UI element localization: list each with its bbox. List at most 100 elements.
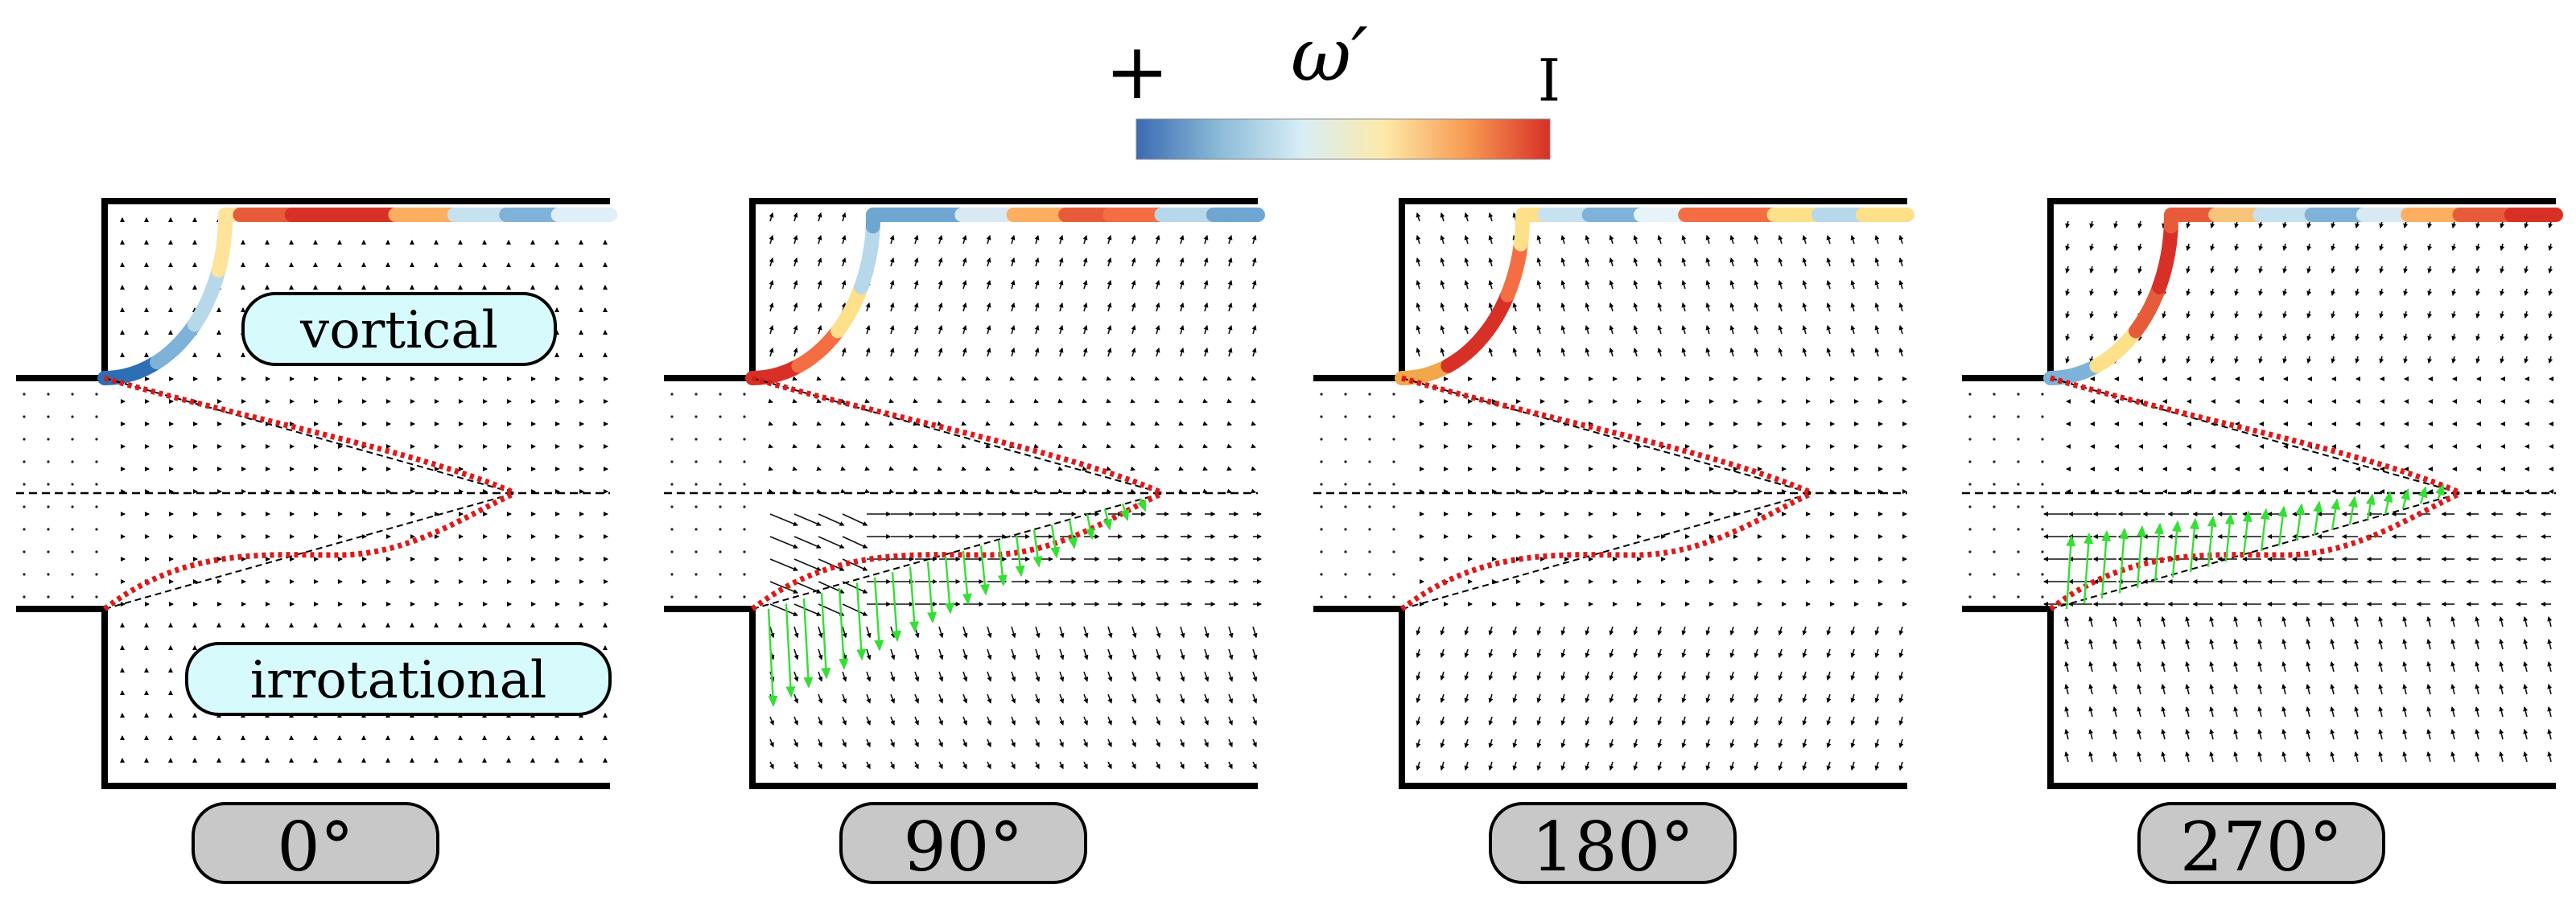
velocity-arrow	[1107, 693, 1113, 704]
velocity-arrow	[2257, 751, 2263, 763]
velocity-arrow	[962, 648, 968, 660]
velocity-arrow	[2161, 639, 2166, 650]
velocity-arrow	[987, 626, 992, 639]
velocity-arrow	[1536, 325, 1542, 335]
velocity-dot	[1320, 528, 1323, 531]
lower-red-streamline	[102, 490, 517, 611]
lower-red-streamline	[750, 490, 1164, 611]
velocity-arrow	[1802, 738, 1807, 748]
velocity-dot	[23, 438, 26, 441]
velocity-arrow	[2113, 243, 2119, 251]
velocity-arrow	[792, 466, 798, 471]
velocity-arrow	[1440, 212, 1445, 222]
velocity-arrow	[1131, 716, 1136, 726]
velocity-dot	[1392, 528, 1395, 531]
phase-label: 270°	[2180, 808, 2343, 886]
velocity-arrow	[1609, 280, 1614, 290]
phase-label: 90°	[904, 808, 1024, 886]
velocity-arrow	[986, 325, 991, 335]
velocity-dot	[1320, 460, 1323, 463]
velocity-arrow	[1178, 443, 1184, 449]
panel-3: 270°	[1962, 198, 2563, 886]
velocity-arrow	[1033, 421, 1039, 426]
velocity-arrow	[2523, 729, 2529, 740]
velocity-arrow	[1681, 348, 1687, 357]
velocity-arrow	[1156, 693, 1161, 704]
velocity-arrow	[1754, 626, 1759, 636]
velocity-arrow	[1204, 648, 1210, 660]
velocity-arrow	[987, 716, 991, 726]
velocity-arrow	[962, 693, 968, 704]
velocity-arrow	[1560, 348, 1566, 357]
velocity-arrow	[1156, 738, 1160, 748]
velocity-arrow	[1850, 693, 1856, 703]
velocity-arrow	[962, 257, 967, 267]
acoustic-vector	[1032, 529, 1043, 568]
velocity-arrow	[1228, 671, 1234, 682]
velocity-dot	[47, 438, 50, 441]
velocity-dot	[2041, 550, 2044, 553]
velocity-arrow	[1536, 648, 1542, 658]
velocity-arrow	[864, 421, 870, 426]
velocity-arrow	[2137, 243, 2143, 251]
acoustic-vector	[944, 556, 954, 615]
velocity-arrow	[2064, 684, 2070, 695]
velocity-arrow	[2306, 661, 2311, 673]
velocity-arrow	[1536, 693, 1542, 703]
velocity-arrow	[1657, 626, 1663, 636]
velocity-arrow	[1035, 716, 1040, 726]
velocity-arrow	[816, 421, 822, 426]
velocity-arrow	[2064, 639, 2070, 650]
velocity-arrow	[1416, 257, 1421, 267]
velocity-arrow	[2475, 661, 2480, 673]
velocity-arrow	[1155, 325, 1160, 335]
velocity-arrow	[913, 302, 919, 312]
velocity-arrow	[2257, 684, 2263, 695]
colorbar-symbol: ω′	[1291, 12, 1368, 98]
velocity-arrow	[818, 716, 822, 726]
colorbar-max-label: I	[1538, 47, 1560, 114]
acoustic-vector	[873, 577, 884, 652]
velocity-arrow	[2402, 706, 2408, 718]
velocity-arrow	[793, 280, 798, 290]
acoustic-vector	[2331, 498, 2341, 531]
velocity-arrow	[888, 421, 894, 426]
lower-red-streamline	[1399, 490, 1814, 611]
velocity-arrow	[1705, 235, 1711, 245]
velocity-arrow	[938, 716, 943, 726]
velocity-arrow	[2403, 333, 2409, 341]
velocity-dot	[71, 573, 74, 576]
velocity-arrow	[2330, 684, 2335, 695]
velocity-arrow	[2089, 220, 2095, 228]
velocity-arrow	[1252, 671, 1258, 682]
velocity-arrow	[1536, 257, 1542, 267]
velocity-arrow	[2306, 333, 2312, 341]
velocity-arrow	[1633, 716, 1638, 726]
velocity-arrow	[1082, 235, 1088, 245]
lower-reference-line	[1401, 492, 1813, 610]
velocity-arrow	[793, 626, 799, 639]
velocity-arrow	[842, 716, 847, 726]
velocity-arrow	[962, 738, 967, 748]
velocity-arrow	[1536, 302, 1542, 312]
velocity-arrow	[2548, 356, 2553, 364]
velocity-arrow	[866, 761, 871, 770]
velocity-arrow	[2088, 616, 2094, 627]
velocity-arrow	[1083, 716, 1088, 726]
velocity-arrow	[1560, 761, 1566, 771]
velocity-arrow	[889, 280, 895, 290]
velocity-arrow	[1609, 738, 1614, 748]
velocity-arrow	[1754, 693, 1759, 703]
velocity-arrow	[817, 257, 822, 267]
velocity-arrow	[1705, 257, 1711, 267]
velocity-arrow	[1898, 257, 1904, 267]
velocity-arrow	[2403, 356, 2409, 364]
velocity-arrow	[1228, 716, 1233, 726]
velocity-arrow	[2450, 684, 2456, 695]
velocity-dot	[1993, 528, 1996, 531]
velocity-arrow	[2427, 243, 2433, 251]
velocity-dot	[1968, 550, 1972, 553]
velocity-arrow	[2500, 311, 2505, 319]
velocity-dot	[1392, 505, 1395, 508]
velocity-dot	[1968, 528, 1972, 531]
